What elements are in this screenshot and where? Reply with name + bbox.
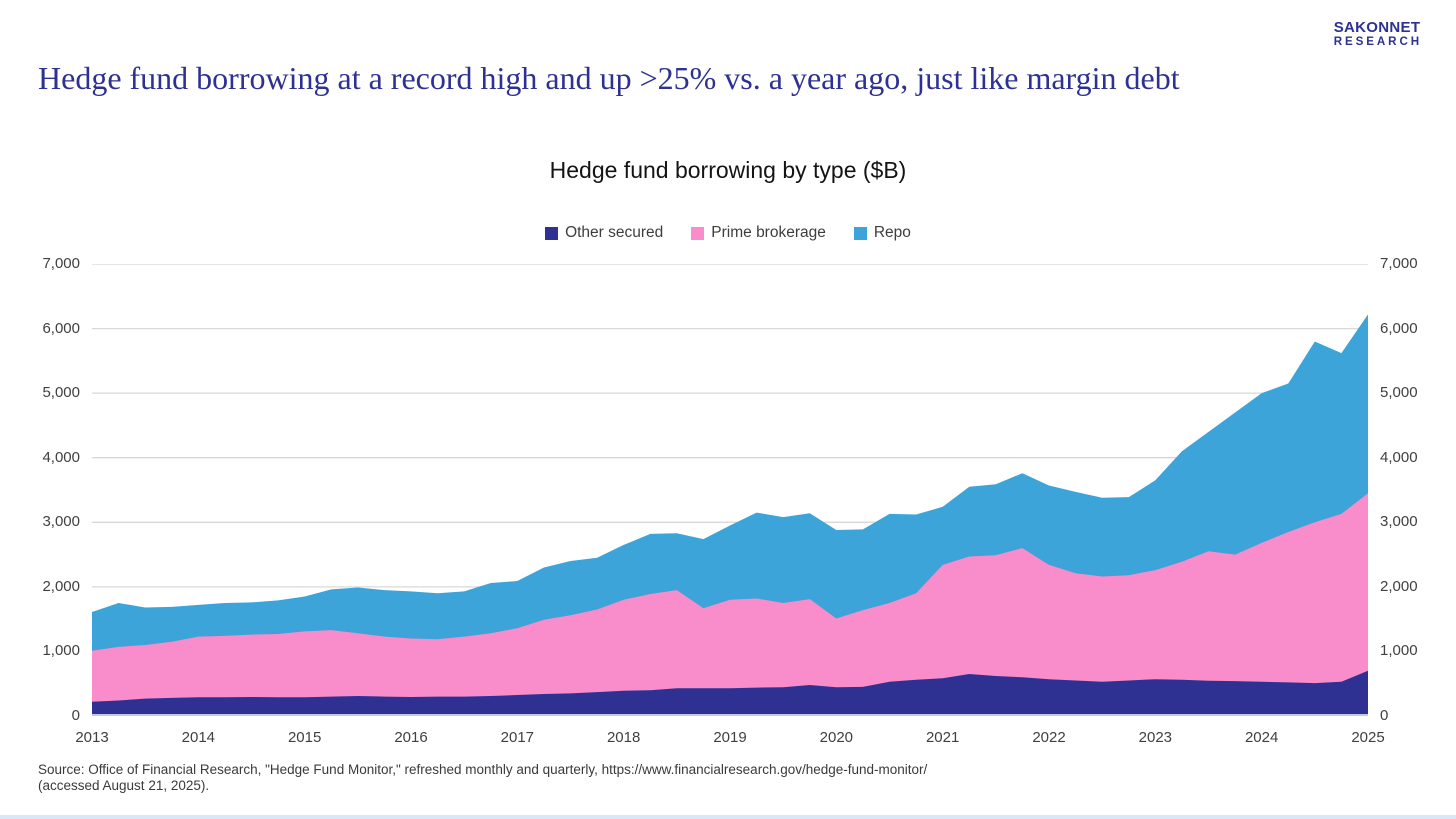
y-tick-left: 1,000 [42,642,80,660]
y-tick-left: 6,000 [42,319,80,337]
sakonnet-research-logo: SAKONNET RESEARCH [1334,20,1422,48]
x-tick: 2019 [713,729,747,746]
page-title: Hedge fund borrowing at a record high an… [38,60,1180,96]
legend-item-other-secured: Other secured [545,224,663,242]
x-tick: 2014 [181,729,216,746]
y-tick-right: 1,000 [1380,642,1418,660]
y-tick-left: 0 [71,707,80,724]
legend: Other secured Prime brokerage Repo [0,224,1456,242]
prime-brokerage-area [92,493,1368,716]
y-tick-left: 5,000 [42,384,80,402]
y-tick-left: 3,000 [42,513,80,531]
legend-swatch [545,226,559,240]
y-tick-right: 4,000 [1380,448,1418,466]
x-tick: 2018 [606,729,641,746]
x-tick: 2024 [1244,729,1279,746]
chart-title: Hedge fund borrowing by type ($B) [549,157,907,183]
legend-swatch [853,226,867,240]
y-tick-right: 6,000 [1380,319,1418,337]
footer-rule [0,815,1456,819]
y-tick-right: 0 [1380,707,1389,724]
legend-label: Repo [873,224,911,241]
x-tick: 2015 [287,729,322,746]
x-tick: 2022 [1032,729,1066,746]
y-tick-left: 2,000 [42,577,80,595]
source-note: Source: Office of Financial Research, "H… [38,762,928,794]
other-secured-area [92,670,1368,716]
x-tick: 2013 [75,729,109,746]
x-tick: 2025 [1351,729,1385,746]
legend-item-prime-brokerage: Prime brokerage [691,224,826,242]
x-tick: 2017 [500,729,535,746]
x-tick: 2021 [925,729,960,746]
x-tick: 2016 [394,729,428,746]
y-tick-right: 3,000 [1380,513,1418,531]
y-tick-left: 4,000 [42,448,80,466]
logo-line-2: RESEARCH [1333,34,1422,48]
legend-swatch [691,226,705,240]
stacked-area-chart [92,264,1368,716]
y-tick-left: 7,000 [42,255,80,272]
legend-label: Prime brokerage [711,224,826,241]
legend-label: Other secured [565,224,664,241]
y-tick-right: 5,000 [1380,384,1418,402]
y-tick-right: 2,000 [1380,577,1418,595]
y-tick-right: 7,000 [1380,255,1418,272]
x-tick: 2023 [1138,729,1173,746]
legend-item-repo: Repo [853,224,911,242]
logo-line-1: SAKONNET [1333,19,1421,36]
x-tick: 2020 [819,729,854,746]
